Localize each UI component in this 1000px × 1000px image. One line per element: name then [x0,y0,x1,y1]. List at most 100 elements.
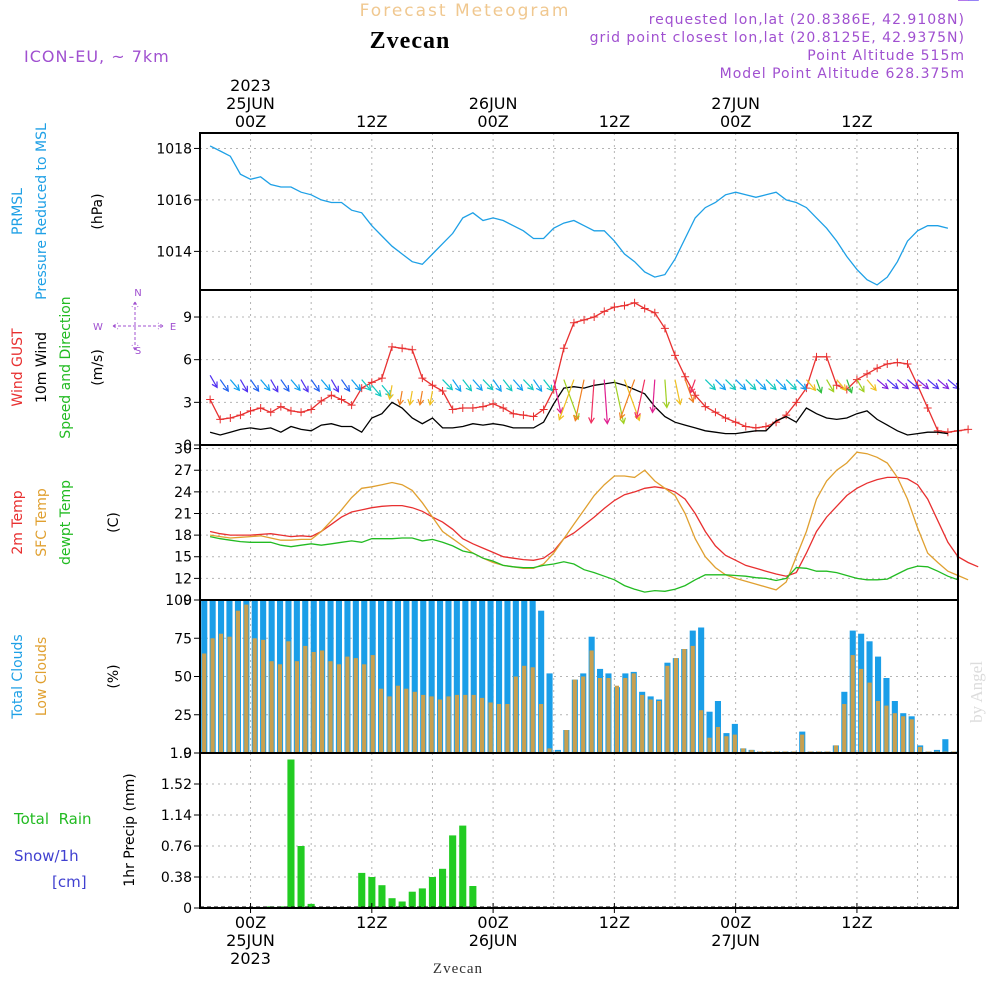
wind-arrow-head [495,385,502,393]
wind-arrow-shaft [310,379,320,392]
wind-arrow-shaft [886,379,899,390]
gust-point [923,404,932,413]
gust-point [741,422,750,431]
wind-direction-arrow [219,379,229,393]
wind-direction-arrow [270,379,279,393]
model-name: ICON-EU, ~ 7km [24,47,170,66]
time-label: 00Z [720,112,751,131]
low-cloud-bar [707,737,712,753]
wind-arrow-head [634,412,641,420]
wind-arrow-head [556,407,564,415]
low-cloud-bar [261,639,266,753]
wind-direction-arrow [805,379,817,392]
wind-arrow-shaft [907,379,919,390]
wind-direction-arrow [557,379,575,421]
gust-point [206,395,215,404]
gust-point [246,406,255,415]
y-tick-label: 1016 [156,193,192,209]
total-cloud-bar [386,600,393,753]
low-cloud-bar [665,665,670,753]
gust-point [468,404,477,413]
wind-arrow-head [364,384,372,392]
low-cloud-bar [303,645,308,753]
wind-direction-arrow [917,379,930,390]
series-dewpt-temp [209,535,959,593]
wind-direction-arrow [704,379,717,391]
low-cloud-bar [496,704,502,753]
wind-direction-arrow [533,379,543,393]
wind-arrow-head [739,383,747,391]
wind-arrow-shaft [765,379,777,390]
wind-arrow-head [846,386,854,394]
low-cloud-bar [345,656,350,753]
y-tick-label: 0.38 [161,870,192,886]
total-cloud-bar [428,600,435,753]
wind-arrow-shaft [280,379,290,392]
y-tick-label: 9 [183,310,192,326]
wind-arrow-head [649,406,657,414]
low-cloud-bar [867,682,872,753]
wind-arrow-shaft [553,379,562,414]
wind-arrow-shaft [651,379,656,413]
wind-arrow-shaft [229,379,240,391]
low-cloud-bar [252,638,257,754]
low-cloud-bar [656,701,662,753]
wind-arrow-shaft [574,379,585,421]
time-label: 25JUN [226,94,275,113]
wind-arrow-head [688,386,696,394]
gust-point [337,395,346,404]
wind-direction-arrow [563,379,580,421]
gust-point [266,408,275,417]
forecast-title: Forecast Meteogram [360,1,571,21]
gust-point [681,372,690,381]
y-tick-label: 25 [174,708,192,724]
wind-arrow-shaft [755,379,767,390]
rain-bar [287,759,295,908]
wind-arrow-head [603,417,611,425]
low-cloud-bar [446,696,451,753]
gust-point [478,402,487,411]
gust-point [388,342,397,351]
wind-direction-arrow [260,379,271,392]
gust-point [438,386,447,395]
gust-point [600,307,609,316]
wind-arrow-shaft [533,379,543,392]
wind-arrow-head [516,384,524,392]
gust-point [499,404,508,413]
gust-point [458,404,467,413]
wind-arrow-shaft [482,379,494,391]
low-cloud-bar [488,702,493,753]
wind-arrow-head [343,385,351,393]
wind-arrow-shaft [209,375,218,388]
wind-arrow-head [527,383,535,391]
low-cloud-bar [741,748,746,753]
wind-arrow-head [870,384,877,392]
wind-arrow-head [769,383,777,391]
low-cloud-bar [581,676,586,753]
low-cloud-bar [412,691,417,753]
low-cloud-bar [901,716,906,753]
wind-direction-arrow [472,379,483,392]
wind-arrow-head [902,382,910,390]
wind-direction-arrow [407,390,415,406]
low-cloud-bar [454,694,459,753]
wind-direction-arrow [387,385,394,401]
low-cloud-bar [362,664,367,753]
gust-point [772,418,781,427]
gust-point [731,418,740,427]
gust-point [307,405,316,414]
low-cloud-bar [699,710,704,753]
wind-arrow-shaft [492,379,502,392]
gust-point [580,315,589,324]
wind-direction-arrow [775,379,787,391]
y-tick-label: 0 [183,438,192,454]
wind-arrow-shaft [558,379,575,420]
y-tick-label: 9 [183,593,192,609]
gust-point [297,408,306,417]
wind-arrow-head [455,385,462,393]
wind-arrow-shaft [409,390,413,405]
wind-arrow-shaft [543,379,553,391]
low-cloud-bar [539,704,544,753]
low-cloud-bar [505,704,510,753]
